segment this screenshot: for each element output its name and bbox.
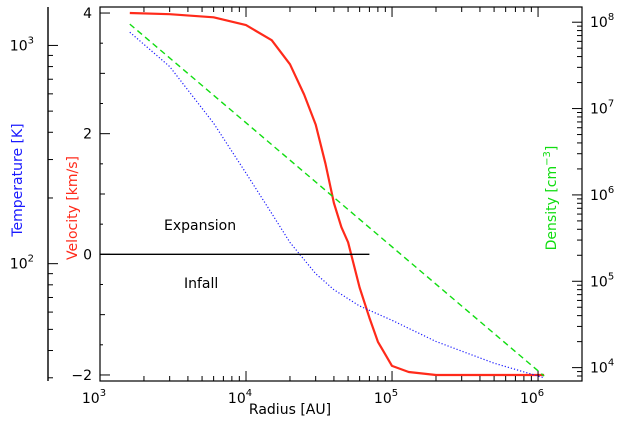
- velocity-tick-label: −2: [71, 368, 92, 384]
- expansion-annotation: Expansion: [164, 218, 236, 234]
- x-axis-title: Radius [AU]: [249, 402, 331, 418]
- x-tick-label: 103: [82, 388, 106, 407]
- temperature-tick-label: 102: [10, 254, 34, 273]
- x-tick-label: 106: [520, 388, 544, 407]
- temperature-tick-label: 103: [10, 35, 34, 54]
- density-tick-label: 107: [590, 99, 614, 118]
- series-layer: [100, 11, 545, 379]
- tick-layer: 103 104 105 106 4 2 0 −2 103 102 108 107 106 105 104: [10, 6, 614, 407]
- velocity-tick-label: 2: [83, 127, 92, 143]
- density-axis-title: Density [cm−3]: [542, 146, 560, 251]
- density-tick-label: 108: [590, 12, 614, 31]
- infall-annotation: Infall: [184, 276, 218, 292]
- velocity-tick-label: 0: [83, 247, 92, 263]
- x-tick-label: 104: [228, 388, 252, 407]
- temperature-axis-title: Temperature [K]: [10, 123, 26, 237]
- x-tick-label: 105: [374, 388, 398, 407]
- plot-frame: [47, 6, 583, 382]
- density-tick-label: 105: [590, 271, 614, 290]
- velocity-tick-label: 4: [83, 6, 92, 22]
- velocity-series-line: [129, 11, 545, 377]
- density-tick-label: 104: [590, 358, 614, 377]
- velocity-axis-title: Velocity [km/s]: [65, 156, 81, 260]
- density-tick-label: 106: [590, 185, 614, 204]
- density-series-line: [129, 23, 545, 377]
- temperature-series-line: [129, 31, 545, 379]
- plot-frame-box: [99, 6, 583, 382]
- label-layer: Expansion Infall Radius [AU] Temperature [K…: [10, 123, 560, 418]
